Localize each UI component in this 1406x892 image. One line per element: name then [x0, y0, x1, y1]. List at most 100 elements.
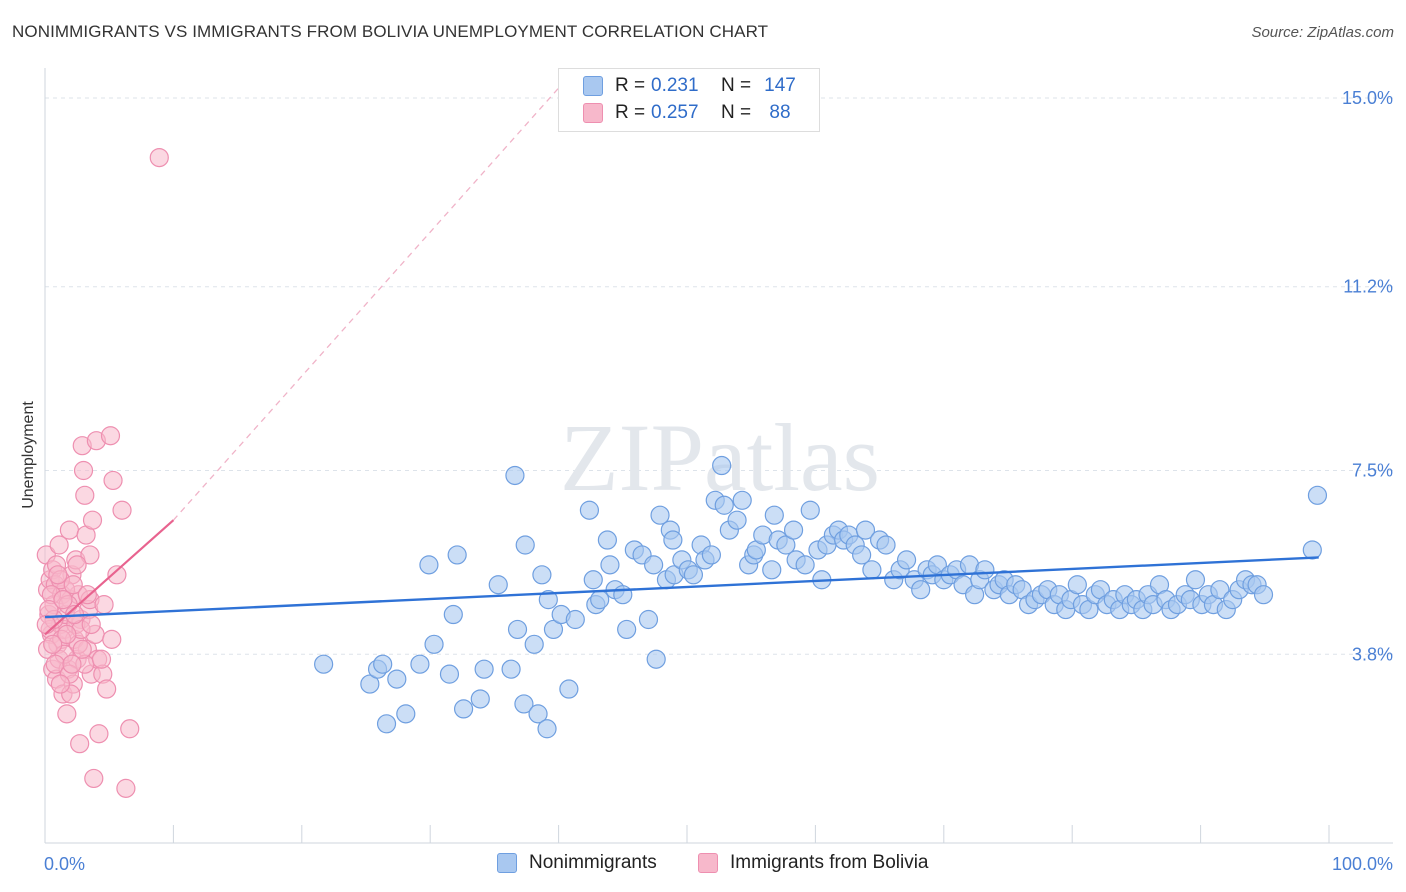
nonimmigrant-point — [776, 535, 796, 555]
nonimmigrant-point — [501, 659, 521, 679]
nonimmigrant-point — [701, 545, 721, 565]
nonimmigrant-point — [911, 580, 931, 600]
nonimmigrant-point — [644, 555, 664, 575]
axes — [44, 68, 1393, 844]
nonimmigrant-point — [1307, 485, 1328, 505]
nonimmigrant-point — [876, 535, 896, 555]
bolivia-point — [149, 148, 169, 168]
bolivia-point — [50, 674, 71, 694]
nonimmigrant-point — [447, 545, 467, 565]
nonimmigrant-point — [360, 674, 380, 694]
nonimmigrant-point — [470, 689, 490, 709]
bolivia-point — [53, 590, 73, 610]
nonimmigrant-point — [1210, 580, 1230, 600]
bolivia-point — [89, 724, 109, 744]
legend-n-label: N = — [721, 102, 752, 123]
x-tick-label-end: 100.0% — [1332, 854, 1393, 874]
series-legend: Nonimmigrants Immigrants from Bolivia — [0, 852, 1406, 878]
nonimmigrant-point — [565, 609, 585, 630]
nonimmigrant-point — [453, 699, 474, 719]
legend-n-value: 88 — [769, 102, 791, 123]
chart-title: NONIMMIGRANTS VS IMMIGRANTS FROM BOLIVIA… — [12, 22, 769, 41]
bolivia-points — [36, 148, 169, 798]
bolivia-point — [70, 734, 90, 754]
nonimmigrant-point — [583, 570, 603, 590]
nonimmigrant-point — [646, 649, 666, 669]
grid-lines — [45, 97, 1393, 655]
nonimmigrant-point — [613, 585, 633, 605]
nonimmigrant-point — [1185, 570, 1206, 590]
nonimmigrant-point — [855, 520, 876, 540]
bolivia-point — [112, 500, 132, 520]
bolivia-point — [103, 470, 123, 491]
legend-swatch-pink — [583, 103, 603, 123]
legend-r-label: R = — [615, 102, 646, 123]
nonimmigrant-point — [443, 604, 463, 625]
y-axis-label: Unemployment — [20, 401, 37, 509]
nonimmigrant-point — [712, 455, 732, 476]
bolivia-point — [81, 614, 101, 635]
correlation-legend: R = 0.231 N = 147 R = 0.257 N = 88 — [558, 68, 820, 132]
legend-row-nonimmigrants: R = 0.231 N = 147 — [583, 73, 805, 99]
nonimmigrant-point — [515, 535, 535, 555]
nonimmigrant-point — [714, 495, 734, 515]
nonimmigrant-point — [528, 704, 548, 724]
nonimmigrant-point — [1253, 585, 1274, 605]
nonimmigrant-point — [650, 505, 670, 525]
bolivia-point — [72, 639, 92, 659]
nonimmigrant-point — [597, 530, 617, 550]
nonimmigrant-point — [524, 634, 544, 654]
bolivia-point — [80, 545, 100, 565]
nonimmigrant-point — [387, 669, 407, 689]
nonimmigrant-point — [439, 664, 460, 684]
nonimmigrant-point — [532, 565, 552, 585]
bolivia-point — [102, 629, 122, 649]
y-tick-label: 7.5% — [1352, 461, 1393, 481]
bolivia-point — [97, 679, 117, 699]
nonimmigrant-trend-line — [44, 556, 1319, 619]
nonimmigrant-point — [1302, 540, 1322, 560]
legend-swatch-pink — [698, 853, 718, 873]
source-label: Source: ZipAtlas.com — [1251, 24, 1394, 41]
nonimmigrant-point — [975, 560, 995, 580]
nonimmigrant-point — [543, 619, 564, 640]
bolivia-point — [91, 649, 112, 669]
nonimmigrant-point — [795, 555, 815, 575]
bolivia-point — [57, 704, 77, 724]
nonimmigrant-point — [800, 500, 820, 520]
nonimmigrant-point — [474, 659, 494, 679]
y-tick-labels: 3.8% 7.5% 11.2% 15.0% — [1342, 88, 1393, 664]
bolivia-point — [75, 485, 95, 505]
bolivia-point — [49, 535, 69, 555]
nonimmigrant-point — [617, 619, 637, 640]
legend-n-value: 147 — [764, 75, 796, 96]
bolivia-point — [59, 520, 79, 540]
legend-r-value: 0.231 — [651, 75, 699, 96]
legend-item-nonimmigrants[interactable]: Nonimmigrants — [497, 852, 657, 874]
bolivia-point — [107, 565, 127, 585]
nonimmigrant-point — [314, 654, 334, 674]
nonimmigrant-point — [732, 490, 752, 510]
bolivia-point — [100, 426, 121, 446]
nonimmigrant-point — [862, 560, 882, 580]
x-tick-label-start: 0.0% — [44, 854, 85, 874]
nonimmigrant-point — [537, 719, 557, 739]
bolivia-point — [116, 778, 136, 798]
nonimmigrant-point — [638, 609, 659, 630]
legend-label-nonimmigrants: Nonimmigrants — [529, 852, 657, 873]
nonimmigrant-point — [852, 545, 872, 565]
nonimmigrant-point — [663, 530, 683, 550]
bolivia-point — [67, 555, 87, 575]
nonimmigrant-point — [600, 555, 620, 575]
legend-item-bolivia[interactable]: Immigrants from Bolivia — [698, 852, 929, 874]
nonimmigrant-point — [514, 694, 534, 714]
nonimmigrant-point — [419, 555, 439, 575]
y-tick-label: 3.8% — [1352, 644, 1393, 664]
legend-n-label: N = — [721, 75, 752, 96]
nonimmigrant-point — [505, 465, 525, 486]
legend-swatch-blue — [583, 76, 603, 96]
bolivia-point — [43, 634, 63, 654]
bolivia-point — [57, 624, 77, 645]
nonimmigrant-point — [590, 590, 610, 610]
